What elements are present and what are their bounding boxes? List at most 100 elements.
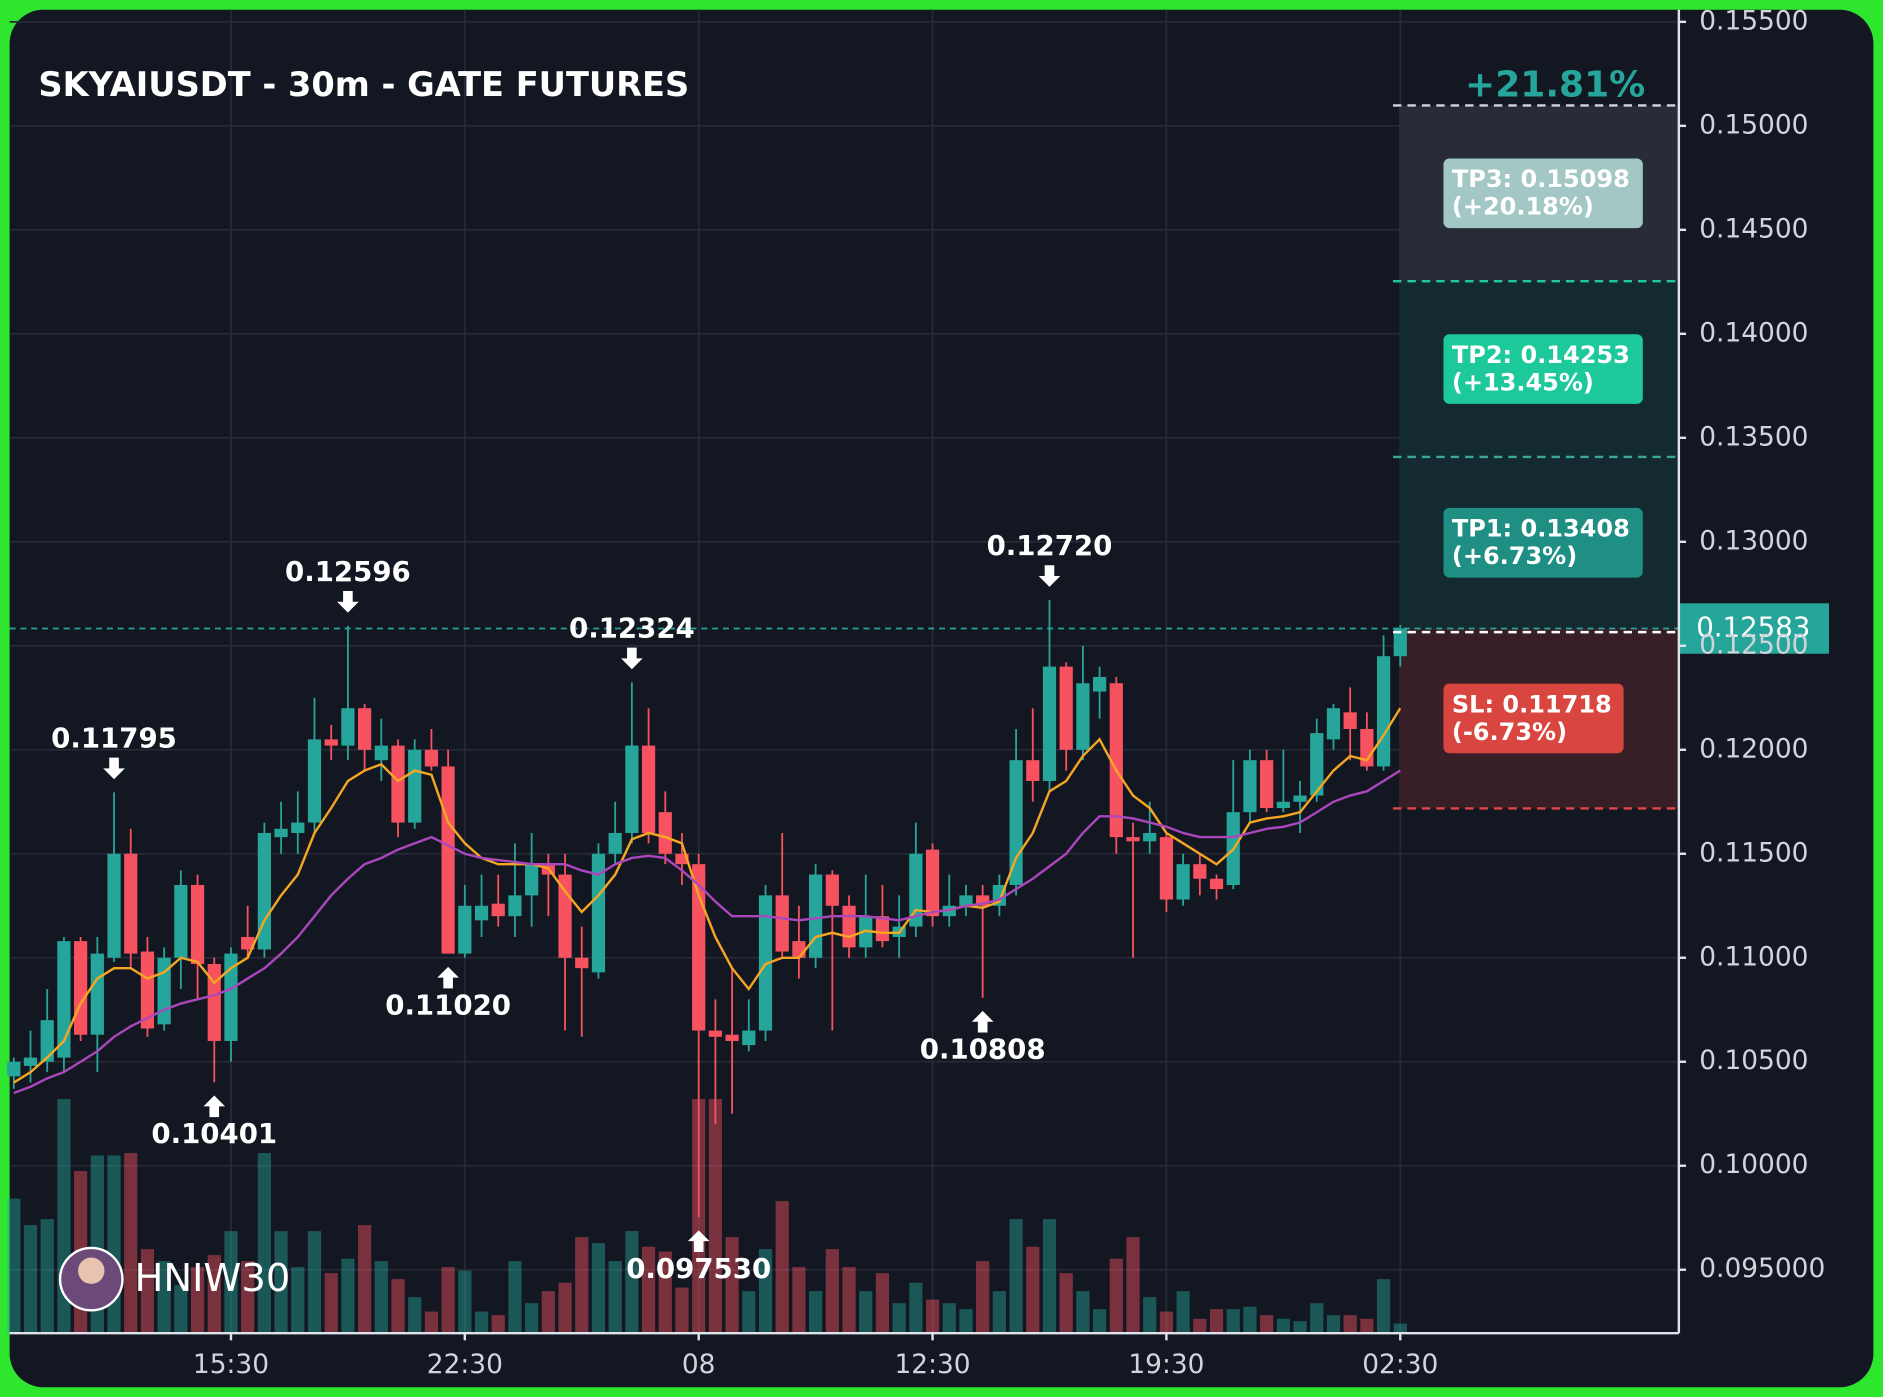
volume-bar [291, 1267, 305, 1334]
candle-body [708, 1030, 723, 1037]
y-tick-label: 0.13000 [1699, 525, 1808, 556]
candle-body [925, 849, 940, 917]
candle-body [140, 951, 155, 1029]
candle-body [608, 832, 622, 854]
candle-body [40, 1020, 54, 1062]
candle-body [1026, 760, 1040, 781]
candle-body [90, 953, 104, 1035]
candle-body [508, 895, 522, 917]
candle-body [1009, 760, 1023, 885]
candle-body [809, 874, 823, 958]
chart-title: SKYAIUSDT - 30m - GATE FUTURES [38, 65, 689, 104]
candle-body [107, 853, 121, 958]
moving-average [13, 707, 1402, 1084]
range-label: +21.81% [1465, 65, 1645, 106]
candle-body [341, 708, 355, 746]
y-tick-label: 0.14000 [1699, 317, 1808, 348]
candle-body [1343, 712, 1357, 729]
volume-bar [1226, 1309, 1240, 1334]
volume-bar [608, 1261, 622, 1334]
candle-body [1126, 837, 1140, 842]
volume-bar [1376, 1279, 1391, 1334]
x-tick-label: 19:30 [1128, 1349, 1204, 1380]
volume-bar [909, 1282, 923, 1334]
volume-bar [992, 1291, 1006, 1334]
candle-body [641, 745, 656, 833]
candle-body [190, 884, 205, 965]
volume-bar [1293, 1321, 1307, 1334]
candle-body [224, 953, 238, 1041]
level-box [1443, 158, 1643, 229]
candle-body [23, 1057, 38, 1066]
volume-bar [357, 1225, 372, 1334]
volume-bar [775, 1201, 789, 1334]
candle-body [792, 941, 806, 958]
candle-body [458, 905, 472, 954]
candle-body [491, 903, 505, 917]
low-label: 0.097530 [626, 1252, 771, 1285]
annotation-arrow [1038, 565, 1061, 587]
high-label: 0.12596 [285, 555, 411, 588]
y-tick-label: 0.15500 [1699, 5, 1808, 36]
candle-body [1276, 801, 1290, 809]
volume-bar [7, 1198, 21, 1334]
y-tick-label: 0.11000 [1699, 941, 1808, 972]
level-change: (+6.73%) [1452, 542, 1577, 570]
volume-bar [324, 1273, 338, 1334]
volume-bar [1009, 1219, 1023, 1334]
volume-bar [1126, 1237, 1140, 1334]
candle-body [909, 853, 923, 927]
volume-bar [1193, 1318, 1207, 1334]
candle-body [1243, 760, 1257, 813]
y-tick-label: 0.10000 [1699, 1149, 1808, 1180]
candle-body [742, 1030, 756, 1046]
volume-bar [508, 1261, 522, 1334]
candle-body [625, 745, 639, 833]
candle-body [374, 745, 388, 761]
x-tick-label: 02:30 [1362, 1349, 1438, 1380]
candle-body [1209, 878, 1224, 890]
price-tag-label: 0.12583 [1696, 611, 1810, 644]
candle-body [1159, 837, 1174, 900]
level-box [1443, 683, 1624, 754]
volume-bar [140, 1249, 155, 1334]
volume-bar [124, 1153, 138, 1334]
volume-bar [792, 1267, 806, 1334]
volume-bar [1026, 1246, 1040, 1334]
candle-body [675, 853, 689, 865]
x-tick-label: 22:30 [427, 1349, 503, 1380]
volume-bar [959, 1309, 973, 1334]
low-label: 0.10808 [920, 1033, 1046, 1066]
y-tick-label: 0.15000 [1699, 109, 1808, 140]
volume-bar [708, 1098, 723, 1334]
candle-body [174, 884, 188, 958]
volume-bar [575, 1237, 589, 1334]
volume-bar [1176, 1291, 1190, 1334]
candle-body [474, 905, 489, 921]
high-label: 0.11795 [51, 722, 177, 755]
volume-bar [742, 1291, 756, 1334]
candle-body [357, 708, 372, 750]
candle-body [1393, 628, 1407, 657]
volume-bar [1260, 1315, 1274, 1334]
low-label: 0.10401 [151, 1117, 277, 1150]
candle-body [1109, 683, 1123, 838]
candle-body [74, 941, 88, 1035]
candle-body [1042, 666, 1057, 781]
low-label: 0.11020 [385, 988, 511, 1021]
candle-body [124, 853, 138, 954]
y-tick-label: 0.12000 [1699, 733, 1808, 764]
y-tick-label: 0.11500 [1699, 837, 1808, 868]
volume-bar [190, 1267, 205, 1334]
candle-body [1092, 676, 1107, 692]
candle-body [424, 749, 439, 767]
volume-bar [424, 1311, 439, 1334]
volume-bar [40, 1219, 54, 1334]
volume-bar [1343, 1315, 1357, 1334]
candle-body [57, 941, 71, 1058]
volume-bar [525, 1303, 539, 1334]
volume-bar [875, 1273, 890, 1334]
volume-bar [842, 1267, 856, 1334]
candle-body [1176, 864, 1190, 900]
volume-bar [408, 1297, 422, 1334]
